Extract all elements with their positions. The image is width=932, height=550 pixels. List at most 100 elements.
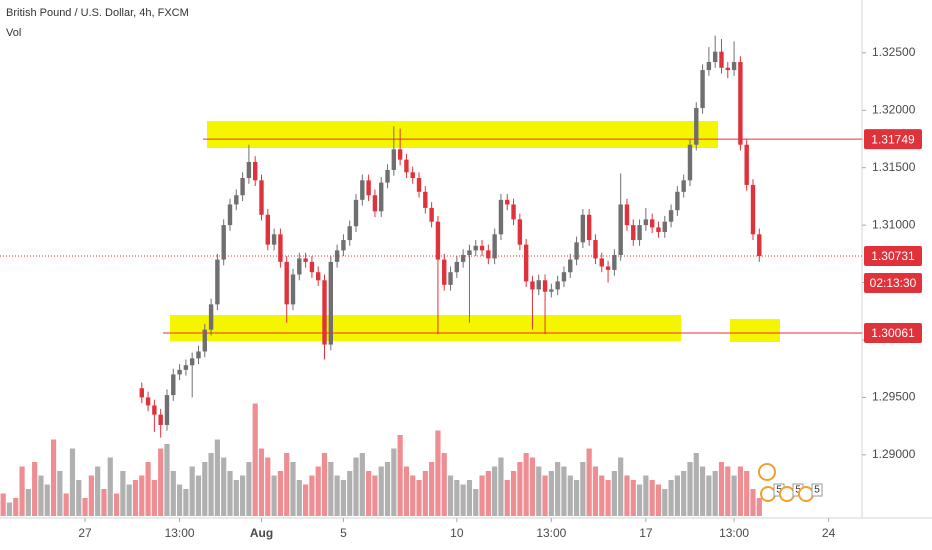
volume-bar [592,466,599,516]
candle-body [549,289,554,292]
candle-body [662,221,667,233]
candle-body [259,180,264,215]
volume-bar [718,462,725,516]
volume-bar [113,493,120,516]
volume-bar [107,457,113,516]
volume-bar [447,475,454,516]
candle-body [744,144,749,185]
candle-body [215,259,220,305]
x-tick-label: 13:00 [536,526,566,540]
volume-bar [132,480,139,516]
y-tick-label: 1.32500 [872,45,916,59]
candle-body [687,144,693,181]
event-badge-label: 5 [814,485,820,496]
volume-bar [750,489,756,516]
volume-bar [57,471,63,516]
candle-body [328,261,334,345]
volume-bar [315,466,321,516]
candle-body [278,234,283,262]
candle-body [139,388,144,398]
volume-bar [529,457,536,516]
volume-bar [50,439,57,516]
candle-body [252,161,258,181]
y-tick-label: 1.32000 [872,102,916,116]
x-tick-label: 10 [450,526,464,540]
candle-body [555,281,560,290]
volume-bar [454,480,460,516]
volume-bar [13,498,19,516]
current-price-label-bg [864,246,922,267]
volume-bar [384,462,391,516]
countdown-label-box: 02:13:30 [864,273,922,294]
volume-bar [624,475,630,516]
volume-bar [176,484,183,516]
candle-body [240,178,245,196]
candle-body [410,172,415,179]
volume-bar [674,475,680,516]
volume-bar [221,457,227,516]
candle-body [706,62,712,71]
candle-body [196,351,201,359]
volume-bar [120,471,126,516]
volume-bar [492,466,498,516]
candle-body [561,272,567,282]
volume-bar [233,480,239,516]
volume-bar [618,457,624,516]
x-tick-label: 27 [78,526,92,540]
volume-bar [258,448,265,516]
volume-bar [19,466,25,516]
volume-bar [95,466,101,516]
volume-bar [517,462,523,516]
candle-body [643,219,649,226]
volume-bar [139,475,145,516]
current-price-label: 1.30731 [871,249,915,263]
volume-bar [328,462,334,516]
volume-bar [6,502,13,516]
volume-bar [429,462,435,516]
volume-bar [605,480,611,516]
volume-label: Vol [6,27,21,39]
volume-bar [668,480,674,516]
volume-bar [151,480,157,516]
volume-bar [170,471,176,516]
volume-bar [214,439,220,516]
target-zone [730,319,780,342]
volume-bar [290,462,296,516]
candle-body [649,219,655,228]
candle-body [221,225,226,260]
volume-bar [265,457,271,516]
candle-body [366,180,371,196]
candle-body [454,261,460,273]
candle-body [517,219,523,245]
candle-body [656,227,661,233]
price-line-label-box: 1.31749 [864,129,922,150]
volume-bar [504,480,510,516]
candle-body [719,51,724,68]
volume-bar [422,471,428,516]
volume-bar [510,471,517,516]
volume-bar [561,466,567,516]
volume-bar [321,453,328,516]
volume-bar [485,471,491,516]
event-badge [811,483,823,497]
candle-body [152,405,157,415]
x-tick-label: 24 [822,526,836,540]
volume-bar [76,480,82,516]
volume-bar [25,489,31,516]
candle-body [593,240,598,259]
candle-body [271,234,277,245]
volume-bar [334,475,340,516]
candle-body [284,261,289,305]
price-line-label-bg [864,129,922,150]
candle-body [586,214,592,241]
x-tick-label: 13:00 [719,526,749,540]
candle-body [523,244,529,282]
volume-bar [44,484,50,516]
volume-bar [284,453,290,516]
candle-body [448,272,453,285]
candle-body [725,67,730,71]
candle-body [492,234,497,259]
candle-body [738,62,743,145]
volume-bar [347,471,353,516]
